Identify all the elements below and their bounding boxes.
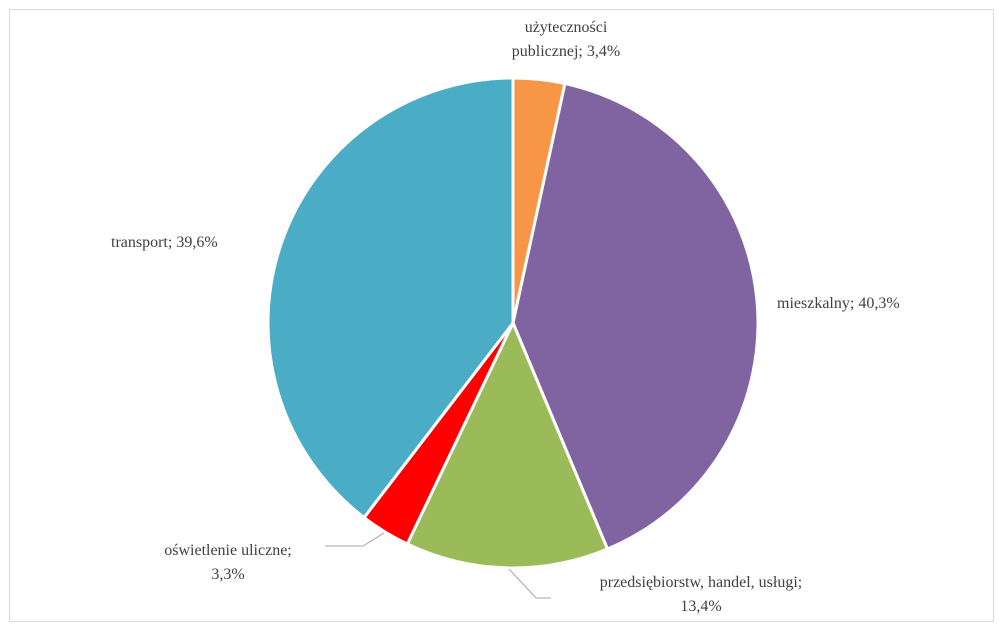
- data-label-mieszkalny: mieszkalny; 40,3%: [777, 295, 900, 312]
- data-label-line: publicznej; 3,4%: [512, 43, 620, 60]
- pie-slice-transport: [266, 76, 515, 520]
- data-label-line: mieszkalny; 40,3%: [777, 295, 900, 312]
- data-label-przedsiebiorstw-handel-uslugi: przedsiębiorstw, handel, usługi; 13,4%: [600, 574, 802, 615]
- leader-lines: [325, 532, 551, 599]
- pie-slice-przedsiebiorstw-handel-uslugi: [405, 321, 609, 570]
- data-label-uzytecznosci-publicznej: użyteczności publicznej; 3,4%: [512, 19, 620, 60]
- data-label-line: 3,3%: [211, 566, 244, 583]
- data-label-line: oświetlenie uliczne;: [164, 542, 292, 559]
- data-label-line: użyteczności: [525, 19, 608, 36]
- pie-slices: [266, 76, 760, 570]
- data-label-line: 13,4%: [680, 598, 721, 615]
- leader-line-oswietlenie-uliczne: [325, 532, 385, 547]
- leader-line-przedsiebiorstw: [508, 568, 551, 599]
- pie-slice-mieszkalny: [511, 82, 760, 551]
- data-label-line: transport; 39,6%: [111, 234, 218, 251]
- data-label-oswietlenie-uliczne: oświetlenie uliczne; 3,3%: [164, 542, 292, 583]
- data-labels: użyteczności publicznej; 3,4% mieszkalny; …: [111, 19, 900, 615]
- data-label-line: przedsiębiorstw, handel, usługi;: [600, 574, 802, 591]
- data-label-transport: transport; 39,6%: [111, 234, 218, 251]
